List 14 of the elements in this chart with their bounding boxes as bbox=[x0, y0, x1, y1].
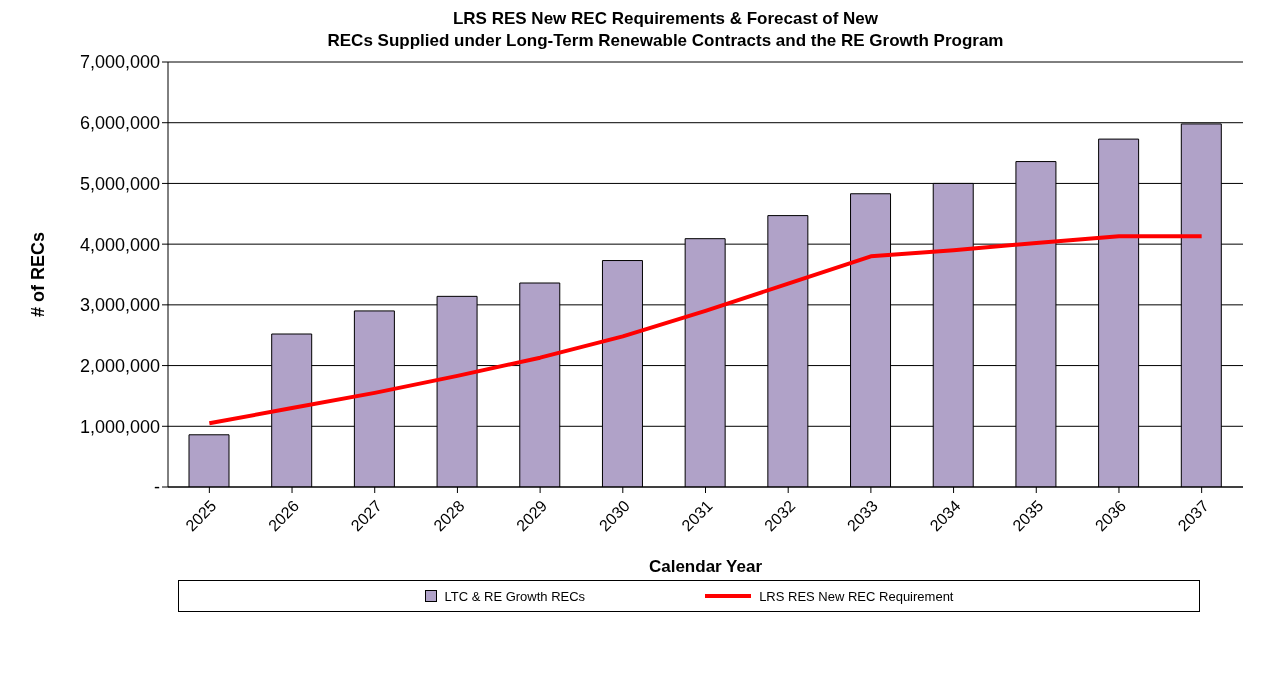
y-tick-label: 2,000,000 bbox=[79, 355, 160, 376]
x-axis-title: Calendar Year bbox=[648, 557, 763, 576]
y-tick-label: 3,000,000 bbox=[79, 295, 160, 316]
y-tick-label: 6,000,000 bbox=[79, 113, 160, 134]
y-tick-label: - bbox=[154, 477, 160, 498]
y-axis-title: # of RECs bbox=[28, 231, 49, 318]
chart-title: LRS RES New REC Requirements & Forecast of New RECs Supplied under Long-Term Renewable Contracts and the RE Growth Program bbox=[326, 8, 1005, 52]
legend-label: LRS RES New REC Requirement bbox=[759, 588, 954, 604]
y-tick-label: 5,000,000 bbox=[79, 173, 160, 194]
legend-label: LTC & RE Growth RECs bbox=[444, 588, 586, 604]
y-tick-label: 7,000,000 bbox=[79, 52, 160, 73]
y-tick-label: 4,000,000 bbox=[79, 234, 160, 255]
y-tick-label: 1,000,000 bbox=[79, 416, 160, 437]
line-series bbox=[207, 234, 1204, 426]
